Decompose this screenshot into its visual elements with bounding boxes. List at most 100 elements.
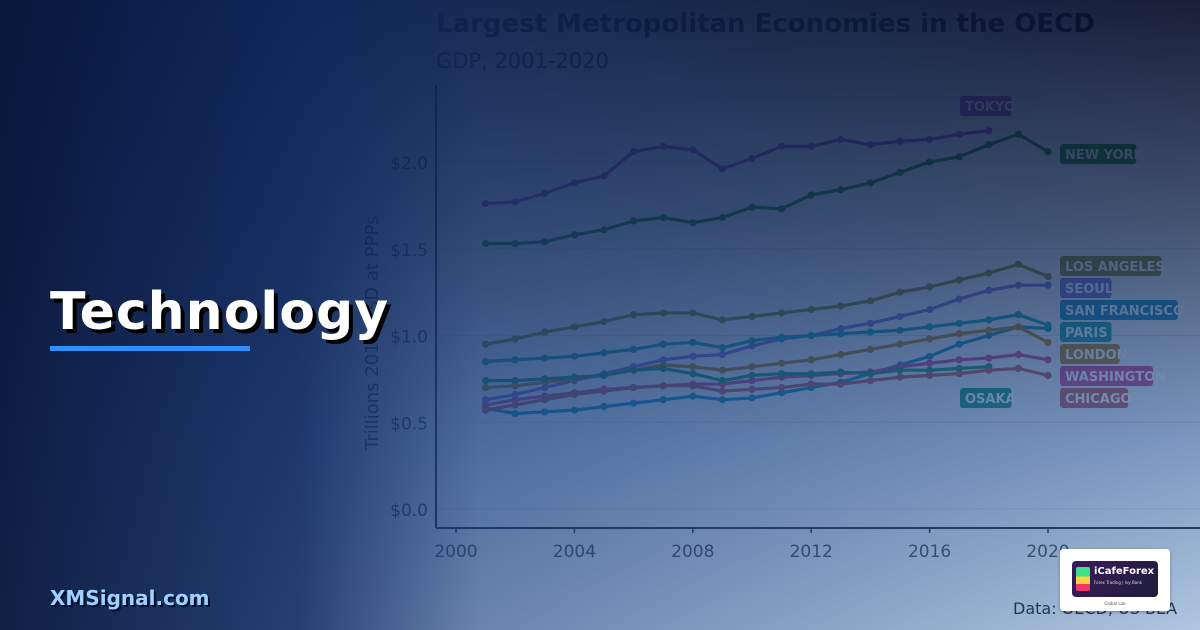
data-point bbox=[748, 154, 756, 163]
data-point bbox=[955, 340, 963, 348]
data-point bbox=[1014, 311, 1023, 319]
data-point bbox=[482, 200, 490, 208]
data-point bbox=[955, 319, 963, 327]
data-point bbox=[778, 333, 786, 341]
logo-subtext: Global Lab bbox=[1104, 601, 1126, 606]
data-point bbox=[778, 205, 786, 213]
data-point bbox=[1014, 350, 1023, 359]
data-point bbox=[955, 276, 963, 284]
data-point bbox=[570, 179, 579, 187]
data-point bbox=[1014, 364, 1023, 373]
data-point bbox=[1044, 356, 1052, 364]
data-point bbox=[659, 382, 667, 390]
svg-text:SAN FRANCISCO: SAN FRANCISCO bbox=[1065, 304, 1184, 319]
data-point bbox=[955, 153, 963, 161]
data-point bbox=[1044, 147, 1052, 156]
data-point bbox=[748, 385, 756, 393]
data-point bbox=[985, 316, 993, 324]
headline-underline bbox=[50, 346, 250, 351]
data-point bbox=[600, 403, 608, 411]
data-point bbox=[718, 165, 727, 173]
data-point bbox=[926, 283, 934, 291]
data-point bbox=[866, 319, 875, 327]
data-point bbox=[482, 406, 490, 414]
data-point bbox=[600, 387, 608, 395]
data-point bbox=[926, 305, 934, 314]
data-point bbox=[630, 366, 638, 374]
svg-text:CHICAGO: CHICAGO bbox=[1065, 392, 1132, 407]
logo-badge: iCafeForex Forex Trading | Ivy Bank bbox=[1072, 561, 1158, 597]
x-tick-label: 2004 bbox=[553, 542, 596, 562]
data-point bbox=[837, 302, 845, 310]
chart-title: Largest Metropolitan Economies in the OE… bbox=[436, 9, 1095, 39]
svg-text:WASHINGTON: WASHINGTON bbox=[1065, 370, 1166, 385]
data-point bbox=[926, 323, 934, 331]
candlestick-icon bbox=[1076, 567, 1090, 591]
data-point bbox=[955, 130, 963, 138]
data-point bbox=[955, 370, 963, 378]
data-point bbox=[600, 349, 608, 357]
data-point bbox=[570, 323, 579, 331]
data-point bbox=[570, 406, 579, 414]
data-point bbox=[689, 382, 697, 390]
data-point bbox=[896, 312, 904, 321]
series-label-london: LONDON bbox=[1060, 344, 1127, 364]
data-point bbox=[600, 172, 608, 180]
icafeforex-logo[interactable]: iCafeForex Forex Trading | Ivy Bank Glob… bbox=[1060, 549, 1170, 611]
data-point bbox=[659, 309, 667, 317]
brand-link[interactable]: XMSignal.com bbox=[50, 586, 210, 610]
data-point bbox=[511, 198, 519, 206]
data-point bbox=[570, 390, 579, 399]
data-point bbox=[866, 179, 875, 187]
data-point bbox=[926, 352, 934, 360]
data-point bbox=[482, 340, 490, 348]
data-point bbox=[541, 238, 549, 246]
data-point bbox=[630, 217, 638, 225]
data-point bbox=[659, 396, 667, 404]
data-point bbox=[837, 135, 845, 144]
data-point bbox=[482, 377, 490, 385]
data-point bbox=[748, 394, 756, 402]
data-point bbox=[866, 345, 875, 353]
data-point bbox=[955, 330, 963, 338]
data-point bbox=[689, 352, 697, 360]
data-point bbox=[570, 373, 579, 381]
data-point bbox=[778, 383, 786, 392]
svg-text:SEOUL: SEOUL bbox=[1065, 282, 1113, 297]
data-point bbox=[600, 318, 608, 326]
y-tick-label: $2.0 bbox=[390, 154, 428, 174]
data-point bbox=[926, 359, 934, 367]
series-label-paris: PARIS bbox=[1060, 322, 1112, 342]
data-point bbox=[896, 288, 904, 296]
data-point bbox=[866, 370, 875, 378]
x-tick-label: 2008 bbox=[671, 542, 714, 562]
svg-text:NEW YORK: NEW YORK bbox=[1065, 148, 1145, 163]
series-label-washington: WASHINGTON bbox=[1060, 366, 1166, 386]
data-point bbox=[482, 239, 490, 248]
data-point bbox=[511, 409, 519, 418]
data-point bbox=[1014, 323, 1023, 331]
data-point bbox=[600, 371, 608, 380]
y-tick-label: $1.5 bbox=[390, 241, 428, 261]
data-point bbox=[630, 345, 638, 353]
data-point bbox=[718, 316, 727, 324]
data-point bbox=[896, 137, 904, 145]
data-point bbox=[1014, 130, 1023, 138]
data-point bbox=[866, 141, 875, 149]
data-point bbox=[718, 387, 727, 395]
data-point bbox=[896, 168, 904, 177]
data-point bbox=[689, 392, 697, 400]
series-label-seoul: SEOUL bbox=[1060, 278, 1113, 298]
data-point bbox=[511, 401, 519, 409]
data-point bbox=[689, 309, 697, 317]
data-point bbox=[689, 338, 697, 347]
data-point bbox=[778, 142, 786, 150]
data-point bbox=[541, 328, 549, 336]
data-point bbox=[837, 330, 845, 338]
data-point bbox=[837, 380, 845, 388]
data-point bbox=[778, 370, 786, 378]
data-point bbox=[985, 141, 993, 149]
data-point bbox=[630, 399, 638, 407]
data-point bbox=[807, 370, 815, 378]
data-point bbox=[570, 231, 579, 239]
